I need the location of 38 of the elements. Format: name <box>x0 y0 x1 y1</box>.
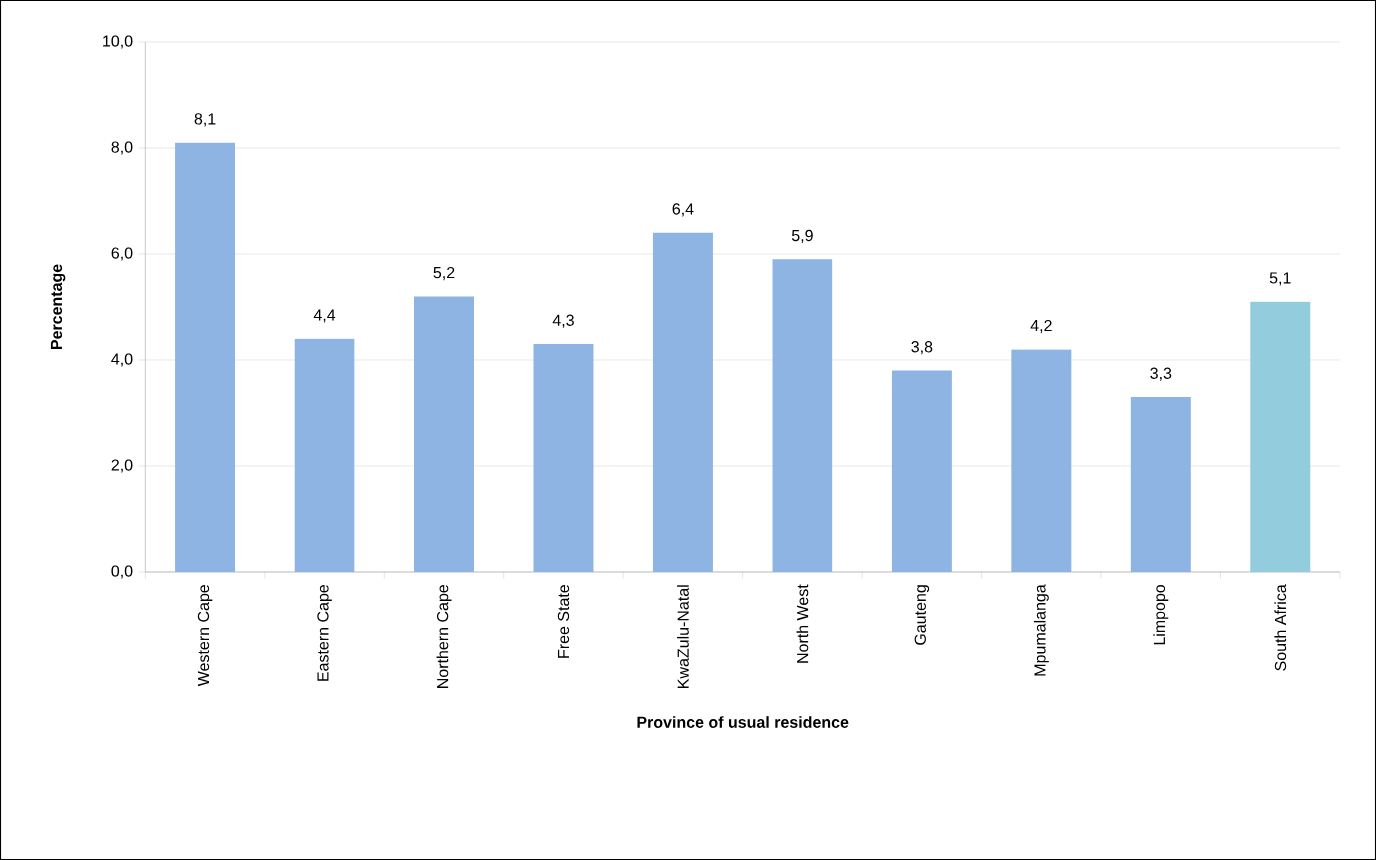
data-label: 8,1 <box>194 113 216 127</box>
data-label: 5,2 <box>433 266 455 281</box>
bar <box>533 344 594 572</box>
bar <box>294 338 355 572</box>
bar <box>1250 301 1311 572</box>
x-tick-label: Free State <box>557 585 570 658</box>
y-tick-label: 6,0 <box>111 247 133 261</box>
x-tick-label: North West <box>796 584 809 663</box>
y-axis-title: Percentage <box>50 264 66 350</box>
y-tick-label: 2,0 <box>111 459 133 473</box>
bar <box>891 370 952 572</box>
data-label: 6,4 <box>672 203 694 217</box>
x-tick-label: Eastern Cape <box>317 585 332 681</box>
x-tick-label: Gauteng <box>914 585 930 645</box>
bar <box>1011 349 1072 572</box>
y-tick-label: 8,0 <box>111 141 133 155</box>
data-label: 4,2 <box>1030 319 1052 334</box>
x-tick-label: Western Cape <box>197 585 213 687</box>
x-tick-label: Northern Cape <box>436 585 452 688</box>
data-label: 4,3 <box>552 314 574 328</box>
bar <box>175 142 236 572</box>
bar <box>772 259 833 572</box>
y-tick-label: 10,0 <box>103 35 133 49</box>
x-tick-label: South Africa <box>1274 584 1287 671</box>
data-label: 3,8 <box>911 341 933 355</box>
x-axis-title: Province of usual residence <box>637 716 849 728</box>
data-label: 5,9 <box>791 229 813 244</box>
x-tick-label: KwaZulu-Natal <box>677 585 689 688</box>
bar <box>414 296 475 572</box>
x-tick-label: Mpumalanga <box>1033 584 1049 676</box>
y-tick-label: 0,0 <box>111 565 133 579</box>
y-tick-label: 4,0 <box>111 353 133 367</box>
x-tick-label: Limpopo <box>1153 584 1169 645</box>
bar <box>1130 397 1191 572</box>
data-label: 3,3 <box>1150 367 1172 381</box>
bar <box>652 232 713 572</box>
data-label: 4,4 <box>313 309 336 323</box>
data-label: 5,1 <box>1269 272 1291 286</box>
